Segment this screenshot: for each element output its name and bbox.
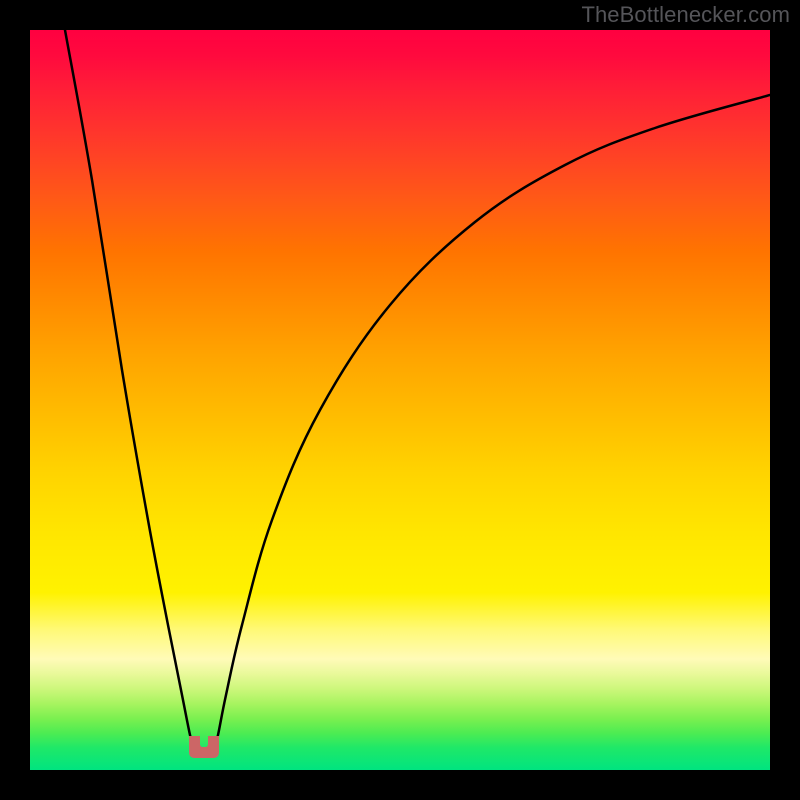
chart-stage: TheBottlenecker.com — [0, 0, 800, 800]
gradient-panel — [30, 30, 770, 770]
watermark-text: TheBottlenecker.com — [581, 2, 790, 28]
chart-svg — [0, 0, 800, 800]
